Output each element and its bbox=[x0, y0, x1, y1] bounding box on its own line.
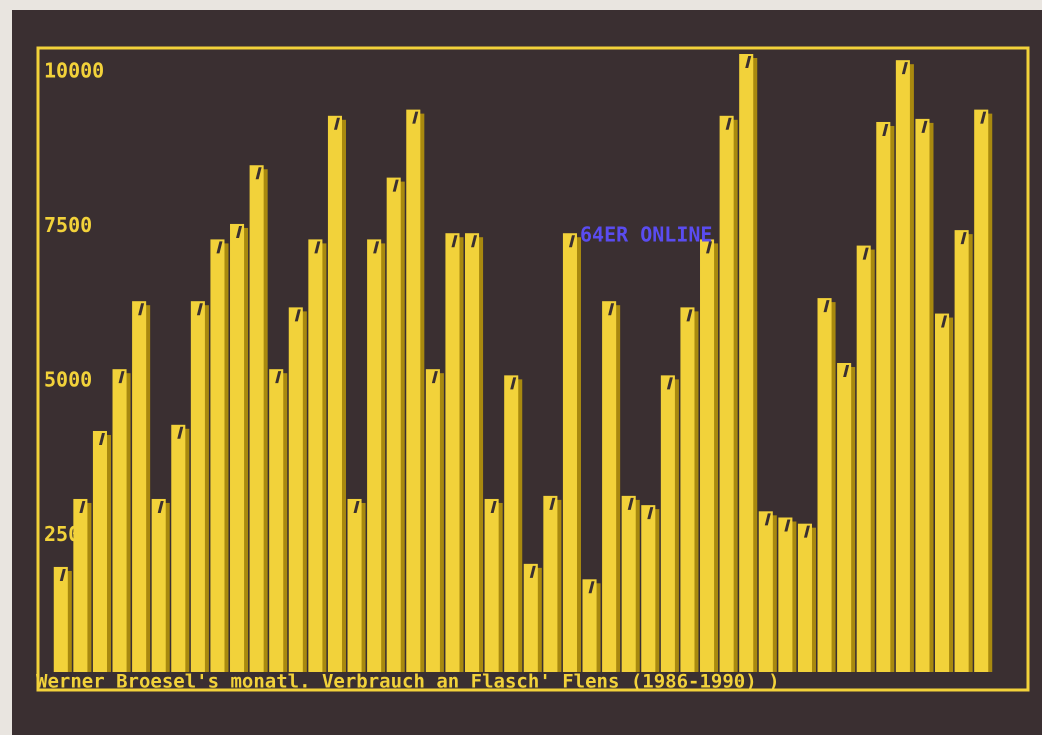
bar bbox=[152, 499, 166, 672]
bar bbox=[955, 230, 969, 672]
bar bbox=[680, 307, 694, 672]
bar bbox=[818, 298, 832, 672]
bar bbox=[876, 122, 890, 672]
bar bbox=[563, 233, 577, 672]
bar bbox=[348, 499, 362, 672]
bar bbox=[210, 239, 224, 672]
y-tick-label: 5000 bbox=[44, 368, 92, 392]
bar bbox=[406, 110, 420, 672]
bar bbox=[485, 499, 499, 672]
bar bbox=[230, 224, 244, 672]
chart: 25005000750010000Werner Broesel's monatl… bbox=[0, 0, 1042, 735]
bar bbox=[622, 496, 636, 672]
bar bbox=[54, 567, 68, 672]
bar bbox=[289, 307, 303, 672]
bar bbox=[837, 363, 851, 672]
bar bbox=[426, 369, 440, 672]
bar bbox=[915, 119, 929, 672]
y-tick-label: 10000 bbox=[44, 59, 104, 83]
bar bbox=[387, 178, 401, 672]
bar bbox=[739, 54, 753, 672]
bar bbox=[896, 60, 910, 672]
bar bbox=[328, 116, 342, 672]
bar bbox=[641, 505, 655, 672]
bar bbox=[935, 314, 949, 672]
bar bbox=[445, 233, 459, 672]
bar bbox=[778, 518, 792, 673]
bar bbox=[93, 431, 107, 672]
bar bbox=[171, 425, 185, 672]
bar bbox=[367, 239, 381, 672]
bar bbox=[113, 369, 127, 672]
bar bbox=[759, 511, 773, 672]
chart-title: Werner Broesel's monatl. Verbrauch an Fl… bbox=[36, 671, 780, 693]
watermark: 64ER ONLINE bbox=[580, 223, 712, 247]
bar bbox=[661, 375, 675, 672]
bar bbox=[132, 301, 146, 672]
bar bbox=[857, 246, 871, 672]
bar bbox=[524, 564, 538, 672]
bar bbox=[73, 499, 87, 672]
bar bbox=[191, 301, 205, 672]
bar bbox=[504, 375, 518, 672]
bar bbox=[700, 239, 714, 672]
bar bbox=[974, 110, 988, 672]
bar bbox=[720, 116, 734, 672]
bar bbox=[465, 233, 479, 672]
bar bbox=[269, 369, 283, 672]
bar bbox=[250, 165, 264, 672]
bar bbox=[308, 239, 322, 672]
bar bbox=[543, 496, 557, 672]
y-tick-label: 7500 bbox=[44, 213, 92, 237]
bar bbox=[798, 524, 812, 672]
bar bbox=[602, 301, 616, 672]
